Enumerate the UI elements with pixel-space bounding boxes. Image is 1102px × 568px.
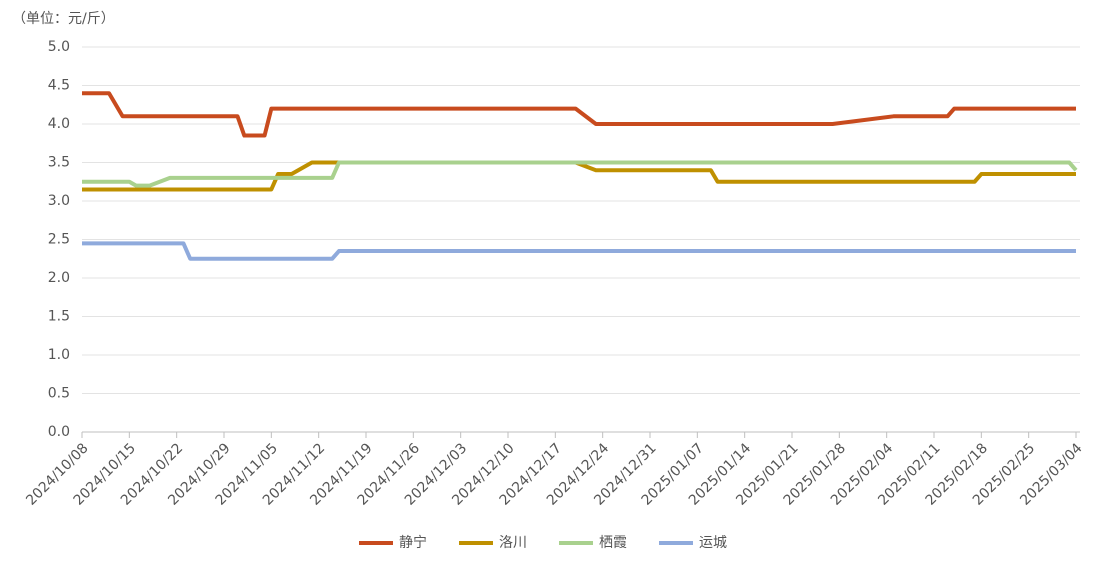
y-tick-label: 4.0 — [48, 116, 70, 132]
unit-label: （单位：元/斤） — [12, 11, 115, 27]
legend-item: 静宁 — [359, 534, 427, 551]
y-tick-label: 2.5 — [48, 232, 70, 248]
series-line — [82, 241, 1076, 261]
legend-item: 栖霞 — [559, 535, 627, 551]
legend-item: 洛川 — [459, 535, 527, 551]
y-tick-label: 2.0 — [48, 270, 70, 286]
y-tick-label: 0.0 — [48, 424, 70, 440]
legend-label: 静宁 — [399, 534, 427, 551]
legend-label: 栖霞 — [599, 535, 627, 551]
series-line — [82, 160, 1078, 188]
y-tick-label: 4.5 — [48, 78, 70, 94]
series-line — [82, 160, 1076, 192]
y-tick-label: 0.5 — [48, 386, 70, 402]
y-tick-label: 3.0 — [48, 193, 70, 209]
legend-label: 洛川 — [499, 535, 527, 551]
y-tick-label: 1.0 — [48, 347, 70, 363]
y-tick-label: 3.5 — [48, 155, 70, 171]
legend-label: 运城 — [699, 535, 727, 551]
series-line — [82, 91, 1076, 138]
y-tick-label: 1.5 — [48, 309, 70, 325]
y-tick-label: 5.0 — [48, 39, 70, 55]
legend-item: 运城 — [659, 535, 727, 551]
